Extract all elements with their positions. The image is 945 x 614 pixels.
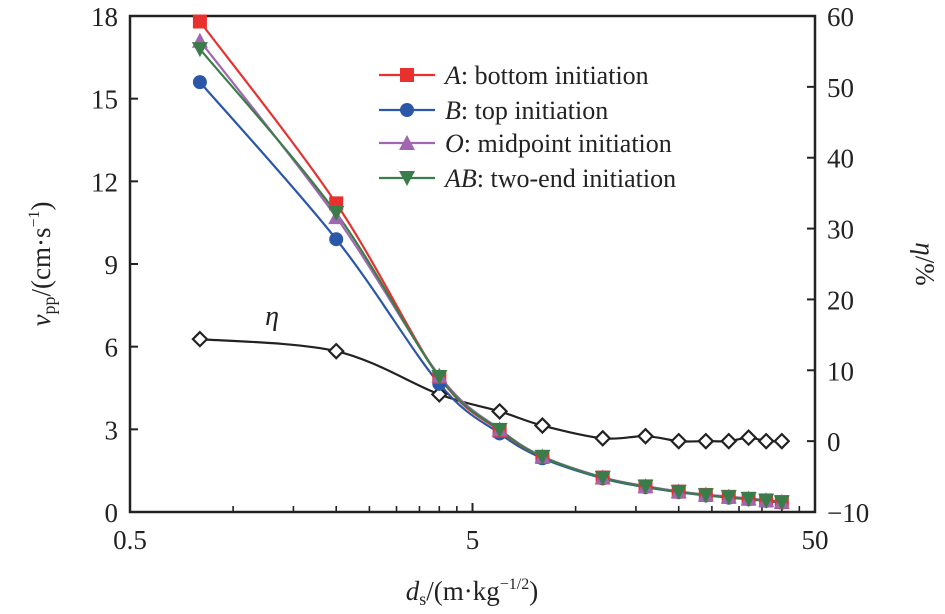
left-y-tick-label: 0 [105,498,119,528]
right-y-tick-label: 50 [827,73,854,103]
legend-item-b: B: top initiation [379,96,608,125]
data-point-b [329,232,344,247]
left-y-tick-label: 9 [105,250,119,280]
legend-marker-ab [399,171,415,186]
right-y-tick-label: −10 [827,498,869,528]
data-point-ab [491,422,508,438]
data-point-eta [430,385,448,403]
legend-series-name: A [443,61,461,90]
data-point-ab [637,479,654,495]
data-point-eta [327,342,345,360]
right-y-tick-label: 60 [827,2,854,32]
data-point-a [192,14,207,29]
legend-series-desc: : top initiation [461,96,608,125]
left-y-tick-label: 18 [91,2,118,32]
data-point-b [192,75,207,90]
x-tick-label: 0.5 [113,525,147,555]
legend-series-name: O [445,129,464,158]
data-point-eta [720,432,738,450]
legend-series-name: AB [443,164,477,193]
right-y-tick-label: 30 [827,215,854,245]
data-point-ab [720,490,737,506]
data-point-ab [328,206,345,222]
right-y-tick-label: 10 [827,356,854,386]
data-point-eta [636,427,655,445]
data-point-eta [670,432,688,450]
data-point-ab [534,449,551,465]
series-line-a [199,20,782,504]
data-point-eta [697,432,715,450]
legend-series-desc: : two-end initiation [477,164,676,193]
x-axis-ticks: 0.5 5 50 [113,503,829,555]
legend-label: AB: two-end initiation [443,164,676,193]
series-line-eta [199,338,782,443]
legend-item-o: O: midpoint initiation [379,129,672,158]
legend-label: B: top initiation [445,96,608,125]
eta-series-annotation: η [265,301,279,332]
legend-marker-a [400,68,414,82]
legend-series-name: B [445,96,461,125]
left-y-axis-title: vpp/(cm·s−1) [26,202,59,327]
data-point-eta [740,429,758,447]
series-markers [191,14,791,511]
axis-titles: ds/(m·kg−1/2) vpp/(cm·s−1) η/% [26,202,940,610]
legend-marker-b [400,103,414,117]
right-y-axis-title: η/% [910,242,940,285]
data-point-eta [491,402,509,420]
data-point-ab [773,495,790,511]
legend-series-desc: : bottom initiation [461,61,649,90]
right-y-axis-ticks: −10 0 10 20 30 40 50 60 [807,2,869,528]
legend-item-ab: AB: two-end initiation [379,164,676,193]
plot-frame [128,14,817,514]
data-point-ab [697,488,714,504]
data-point-eta [757,432,775,450]
series-lines [199,20,782,504]
legend-marker-o [399,135,415,150]
legend-label: A: bottom initiation [443,61,649,90]
left-y-tick-label: 12 [91,167,118,197]
legend-item-a: A: bottom initiation [379,61,649,90]
data-point-ab [594,470,611,486]
x-tick-label: 50 [802,525,829,555]
x-axis-title: ds/(m·kg−1/2) [406,576,538,609]
right-y-tick-label: 40 [827,144,854,174]
data-point-ab [740,492,757,508]
data-point-eta [773,432,791,450]
data-point-eta [533,416,551,435]
left-y-tick-label: 6 [105,333,119,363]
x-tick-label: 5 [466,525,480,555]
plot-border [128,14,817,514]
left-y-tick-label: 15 [91,85,118,115]
right-y-tick-label: 0 [827,427,841,457]
data-point-ab [431,369,448,385]
legend-series-desc: : midpoint initiation [464,129,672,158]
data-point-eta [191,330,209,348]
annotations: η [265,301,279,332]
left-y-tick-label: 3 [105,415,119,445]
data-point-ab [758,493,775,509]
left-y-axis-ticks: 0 3 6 9 12 15 18 [91,2,138,528]
data-point-eta [594,429,612,447]
data-point-ab [191,42,208,58]
right-y-tick-label: 20 [827,285,854,315]
data-point-ab [670,484,687,500]
legend-label: O: midpoint initiation [445,129,672,158]
